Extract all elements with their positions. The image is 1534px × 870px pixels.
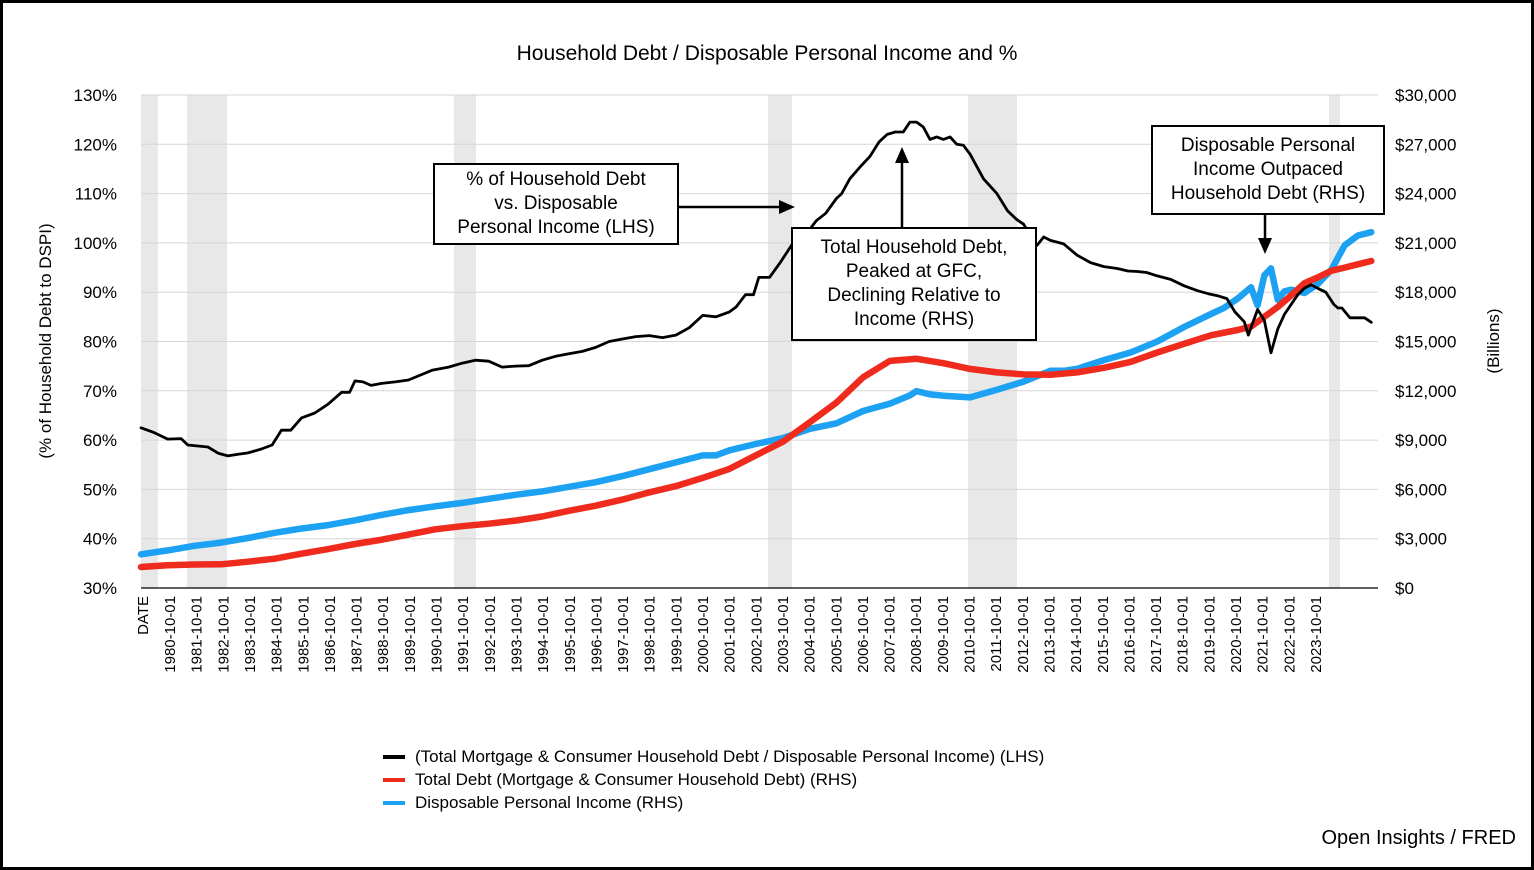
legend-label: Disposable Personal Income (RHS) <box>415 792 684 812</box>
y-tick-label-right: $9,000 <box>1395 431 1447 450</box>
x-tick-label: 2019-10-01 <box>1201 596 1218 673</box>
x-tick-label: 2012-10-01 <box>1015 596 1032 673</box>
x-tick-label: 2022-10-01 <box>1281 596 1298 673</box>
x-tick-label: 1989-10-01 <box>402 596 419 673</box>
y-tick-label-left: 90% <box>83 283 117 302</box>
chart-legend: (Total Mortgage & Consumer Household Deb… <box>383 745 1044 814</box>
x-tick-label: 1987-10-01 <box>349 596 366 673</box>
x-tick-label: 2023-10-01 <box>1308 596 1325 673</box>
chart-title: Household Debt / Disposable Personal Inc… <box>516 42 1018 65</box>
series-line-0 <box>139 120 1373 458</box>
y-tick-label-left: 100% <box>74 234 117 253</box>
x-tick-label: 2004-10-01 <box>802 596 819 673</box>
dpi-outpaced-callout: Disposable Personal Income Outpaced Hous… <box>1151 125 1385 215</box>
series-line-1 <box>137 257 1375 571</box>
y-tick-label-right: $0 <box>1395 579 1414 598</box>
series-line-2 <box>137 228 1375 558</box>
legend-swatch <box>383 754 405 759</box>
y-tick-label-left: 130% <box>74 86 117 105</box>
x-tick-label: 1983-10-01 <box>242 596 259 673</box>
y-tick-label-right: $12,000 <box>1395 382 1456 401</box>
x-tick-label: 2010-10-01 <box>962 596 979 673</box>
arrow-head <box>1258 238 1272 254</box>
legend-item: (Total Mortgage & Consumer Household Deb… <box>383 745 1044 768</box>
x-tick-label: 2020-10-01 <box>1228 596 1245 673</box>
x-tick-label: 1980-10-01 <box>162 596 179 673</box>
y-tick-label-right: $6,000 <box>1395 480 1447 499</box>
y-tick-label-left: 60% <box>83 431 117 450</box>
arrow-head <box>895 147 909 163</box>
y-tick-label-right: $30,000 <box>1395 86 1456 105</box>
x-tick-label: 1986-10-01 <box>322 596 339 673</box>
y-tick-label-left: 30% <box>83 579 117 598</box>
y-tick-label-right: $18,000 <box>1395 283 1456 302</box>
legend-swatch <box>383 777 405 782</box>
arrow-head <box>779 200 795 214</box>
y-tick-label-right: $24,000 <box>1395 185 1456 204</box>
x-tick-label-date: DATE <box>135 596 152 635</box>
x-tick-label: 1982-10-01 <box>215 596 232 673</box>
x-tick-label: 2008-10-01 <box>908 596 925 673</box>
y-tick-label-right: $3,000 <box>1395 530 1447 549</box>
x-tick-label: 2016-10-01 <box>1121 596 1138 673</box>
x-tick-label: 1995-10-01 <box>562 596 579 673</box>
x-tick-label: 1984-10-01 <box>269 596 286 673</box>
x-tick-label: 2011-10-01 <box>988 596 1005 672</box>
legend-label: Total Debt (Mortgage & Consumer Househol… <box>415 769 858 789</box>
y-tick-label-left: 70% <box>83 382 117 401</box>
x-tick-label: 2002-10-01 <box>748 596 765 673</box>
x-tick-label: 2021-10-01 <box>1255 596 1272 673</box>
legend-label: (Total Mortgage & Consumer Household Deb… <box>415 746 1045 766</box>
y-tick-label-right: $21,000 <box>1395 234 1456 253</box>
x-tick-label: 2005-10-01 <box>828 596 845 673</box>
legend-swatch <box>383 800 405 805</box>
x-tick-label: 2001-10-01 <box>722 596 739 673</box>
y-tick-label-right: $15,000 <box>1395 333 1456 352</box>
x-tick-label: 1991-10-01 <box>455 596 472 673</box>
x-tick-label: 1996-10-01 <box>588 596 605 673</box>
y-tick-label-left: 40% <box>83 530 117 549</box>
legend-item: Total Debt (Mortgage & Consumer Househol… <box>383 768 1044 791</box>
x-tick-label: 2003-10-01 <box>775 596 792 673</box>
x-tick-label: 2017-10-01 <box>1148 596 1165 673</box>
y-tick-label-left: 50% <box>83 480 117 499</box>
x-tick-label: 2013-10-01 <box>1041 596 1058 673</box>
x-tick-label: 1999-10-01 <box>668 596 685 673</box>
x-tick-label: 2006-10-01 <box>855 596 872 673</box>
x-tick-label: 2000-10-01 <box>695 596 712 673</box>
axes: 130% 120% 110% 100% 90% 80% 70% 60% 50% 40% 30% $30… <box>74 86 1457 673</box>
annotation-arrows <box>679 147 1272 254</box>
y-tick-label-left: 80% <box>83 333 117 352</box>
y-tick-label-left: 120% <box>74 135 117 154</box>
y-axis-label-right: (Billions) <box>1484 308 1503 373</box>
x-tick-label: 2018-10-01 <box>1175 596 1192 673</box>
lhs-ratio-callout: % of Household Debt vs. Disposable Perso… <box>433 163 679 245</box>
x-tick-label: 1998-10-01 <box>642 596 659 673</box>
x-tick-label: 2015-10-01 <box>1095 596 1112 673</box>
y-axis-label-left: (% of Household Debt to DSPI) <box>36 223 55 458</box>
x-tick-label: 1994-10-01 <box>535 596 552 673</box>
x-tick-label: 1981-10-01 <box>189 596 206 673</box>
x-tick-label: 2014-10-01 <box>1068 596 1085 673</box>
x-tick-label: 1990-10-01 <box>429 596 446 673</box>
series-lines <box>137 120 1375 571</box>
x-tick-label: 2009-10-01 <box>935 596 952 673</box>
y-tick-label-left: 110% <box>75 185 117 204</box>
x-tick-label: 1985-10-01 <box>295 596 312 673</box>
x-tick-label: 1997-10-01 <box>615 596 632 673</box>
legend-item: Disposable Personal Income (RHS) <box>383 791 1044 814</box>
x-tick-label: 1992-10-01 <box>482 596 499 673</box>
debt-peak-callout: Total Household Debt, Peaked at GFC, Dec… <box>791 227 1037 341</box>
x-tick-label: 1988-10-01 <box>375 596 392 673</box>
x-tick-label: 1993-10-01 <box>508 596 525 673</box>
x-tick-label: 2007-10-01 <box>882 596 899 673</box>
source-credit: Open Insights / FRED <box>1321 827 1516 849</box>
y-tick-label-right: $27,000 <box>1395 135 1456 154</box>
